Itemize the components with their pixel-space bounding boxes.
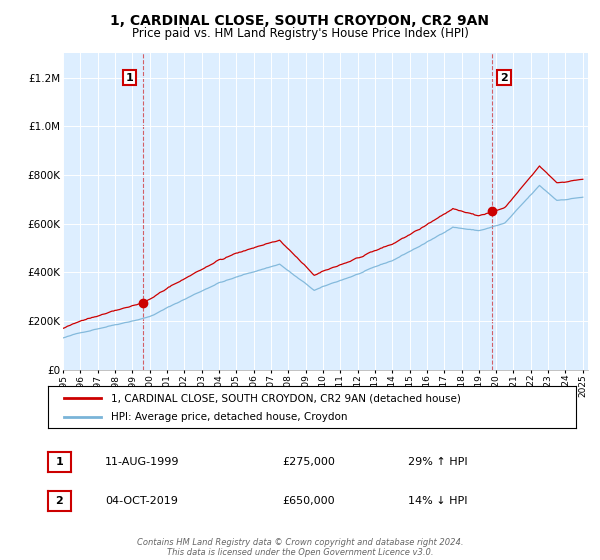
Text: 04-OCT-2019: 04-OCT-2019 xyxy=(105,496,178,506)
Text: 1, CARDINAL CLOSE, SOUTH CROYDON, CR2 9AN (detached house): 1, CARDINAL CLOSE, SOUTH CROYDON, CR2 9A… xyxy=(112,393,461,403)
Text: £650,000: £650,000 xyxy=(282,496,335,506)
Text: £275,000: £275,000 xyxy=(282,457,335,467)
Text: 11-AUG-1999: 11-AUG-1999 xyxy=(105,457,179,467)
Text: 2: 2 xyxy=(56,496,63,506)
Text: 2: 2 xyxy=(500,73,508,82)
Text: HPI: Average price, detached house, Croydon: HPI: Average price, detached house, Croy… xyxy=(112,412,348,422)
Text: 1, CARDINAL CLOSE, SOUTH CROYDON, CR2 9AN: 1, CARDINAL CLOSE, SOUTH CROYDON, CR2 9A… xyxy=(110,14,490,28)
Text: 1: 1 xyxy=(56,457,63,467)
Text: Contains HM Land Registry data © Crown copyright and database right 2024.
This d: Contains HM Land Registry data © Crown c… xyxy=(137,538,463,557)
Text: 14% ↓ HPI: 14% ↓ HPI xyxy=(408,496,467,506)
Text: Price paid vs. HM Land Registry's House Price Index (HPI): Price paid vs. HM Land Registry's House … xyxy=(131,27,469,40)
Text: 29% ↑ HPI: 29% ↑ HPI xyxy=(408,457,467,467)
Text: 1: 1 xyxy=(125,73,133,82)
